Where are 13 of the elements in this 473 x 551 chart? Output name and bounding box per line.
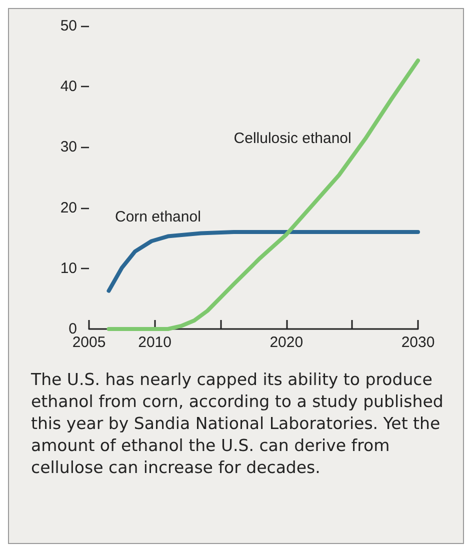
- series-label: Corn ethanol: [115, 208, 201, 226]
- y-tick-label: 20: [60, 199, 77, 216]
- x-tick-label: 2020: [270, 334, 304, 351]
- y-tick-label: 50: [60, 18, 77, 34]
- line-series: [106, 58, 420, 331]
- y-tick-label: 30: [60, 138, 77, 156]
- line-series: [106, 230, 420, 293]
- x-tick-label: 2030: [401, 334, 435, 351]
- text: The U.S. has nearly capped its ability to produce ethanol from corn, according to a study published this year by Sandia National Laboratories. Yet the amount of ethanol the U.S. can derive from cellulose can increase for decades.: [31, 369, 444, 479]
- series-label: Cellulosic ethanol: [234, 130, 352, 148]
- y-tick-label: 10: [60, 260, 77, 277]
- y-tick-label: 40: [60, 78, 77, 96]
- x-tick-label: 2010: [138, 334, 172, 351]
